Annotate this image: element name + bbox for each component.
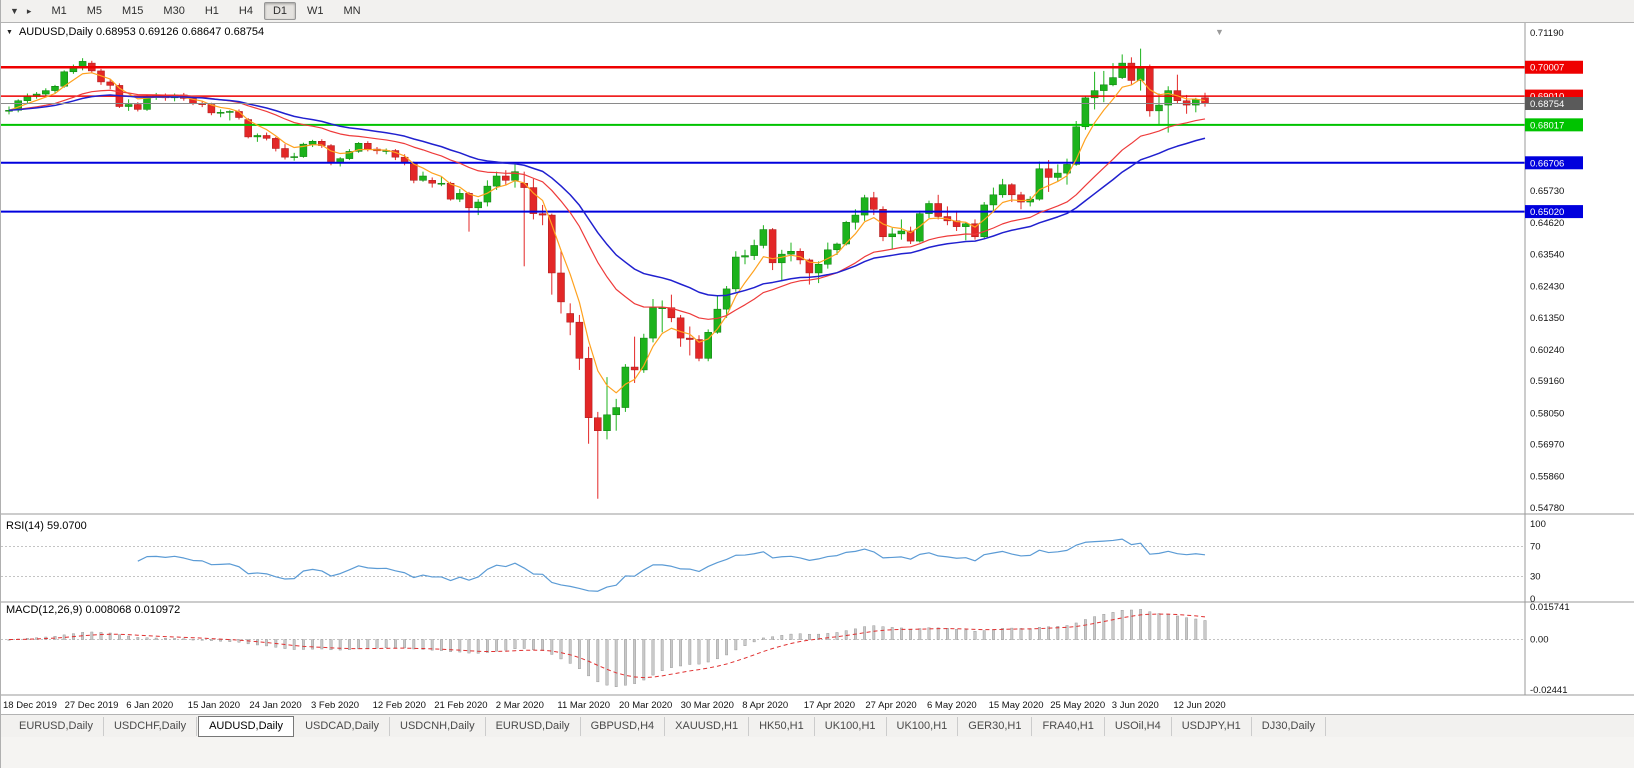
timeframe-toolbar: ▼ ▸ M1 M5 M15 M30 H1 H4 D1 W1 MN (1, 0, 1634, 23)
chart-tab-usdchf-daily[interactable]: USDCHF,Daily (104, 716, 198, 736)
timeframe-buttons: M1 M5 M15 M30 H1 H4 D1 W1 MN (41, 2, 370, 20)
chart-forward-icon[interactable]: ▸ (26, 5, 32, 16)
chart-menu-icon[interactable]: ▼ (10, 6, 19, 16)
chart-tab-hk50-h1[interactable]: HK50,H1 (749, 716, 815, 736)
svg-text:18 Dec 2019: 18 Dec 2019 (3, 700, 57, 711)
svg-text:21 Feb 2020: 21 Feb 2020 (434, 700, 487, 711)
svg-text:6 Jan 2020: 6 Jan 2020 (126, 700, 173, 711)
svg-text:0.68754: 0.68754 (1530, 99, 1564, 110)
svg-text:0.66706: 0.66706 (1530, 158, 1564, 169)
svg-text:70: 70 (1530, 542, 1541, 553)
timeframe-button-mn[interactable]: MN (343, 5, 361, 17)
svg-text:0.56970: 0.56970 (1530, 440, 1564, 451)
svg-text:0.60240: 0.60240 (1530, 345, 1564, 356)
chart-panel[interactable]: 0.71190 0.65730 0.64620 0.63540 0.62430 0.613… (1, 23, 1634, 714)
svg-text:0.54780: 0.54780 (1530, 503, 1564, 514)
svg-text:0.61350: 0.61350 (1530, 313, 1564, 324)
svg-text:2 Mar 2020: 2 Mar 2020 (496, 700, 544, 711)
svg-text:12 Jun 2020: 12 Jun 2020 (1173, 700, 1225, 711)
svg-text:15 Jan 2020: 15 Jan 2020 (188, 700, 240, 711)
chart-tab-audusd-daily[interactable]: AUDUSD,Daily (198, 715, 295, 737)
timeframe-button-h4[interactable]: H4 (238, 5, 253, 17)
svg-text:0.015741: 0.015741 (1530, 602, 1570, 613)
svg-text:3 Jun 2020: 3 Jun 2020 (1112, 700, 1159, 711)
svg-text:0.68017: 0.68017 (1530, 120, 1564, 131)
svg-text:3 Feb 2020: 3 Feb 2020 (311, 700, 359, 711)
chart-tab-usdcnh-daily[interactable]: USDCNH,Daily (390, 716, 486, 736)
svg-text:24 Jan 2020: 24 Jan 2020 (249, 700, 301, 711)
svg-text:30 Mar 2020: 30 Mar 2020 (681, 700, 734, 711)
chart-tab-eurusd-daily[interactable]: EURUSD,Daily (9, 716, 104, 736)
chart-tab-xauusd-h1[interactable]: XAUUSD,H1 (665, 716, 750, 736)
svg-text:0.64620: 0.64620 (1530, 218, 1564, 229)
svg-text:20 Mar 2020: 20 Mar 2020 (619, 700, 672, 711)
svg-text:27 Dec 2019: 27 Dec 2019 (65, 700, 119, 711)
svg-text:100: 100 (1530, 519, 1546, 530)
timeframe-button-w1[interactable]: W1 (307, 5, 324, 17)
chart-tab-ger30-h1[interactable]: GER30,H1 (958, 716, 1033, 736)
timeframe-button-d1[interactable]: D1 (263, 2, 297, 20)
chart-tabs-bar: EURUSD,Daily USDCHF,Daily AUDUSD,Daily USDC… (1, 714, 1634, 737)
chart-tab-usdjpy-h1[interactable]: USDJPY,H1 (1172, 716, 1252, 736)
chart-tab-usdcad-daily[interactable]: USDCAD,Daily (295, 716, 391, 736)
timeframe-button-h1[interactable]: H1 (204, 5, 219, 17)
svg-text:0.65020: 0.65020 (1530, 207, 1564, 218)
svg-text:8 Apr 2020: 8 Apr 2020 (742, 700, 788, 711)
svg-text:0.65730: 0.65730 (1530, 186, 1564, 197)
svg-text:0.00: 0.00 (1530, 635, 1549, 646)
chart-tab-dj30-daily[interactable]: DJ30,Daily (1252, 716, 1326, 736)
svg-text:17 Apr 2020: 17 Apr 2020 (804, 700, 855, 711)
chart-tab-eurusd-daily[interactable]: EURUSD,Daily (486, 716, 581, 736)
price-chart-svg[interactable]: 0.71190 0.65730 0.64620 0.63540 0.62430 0.613… (1, 23, 1634, 714)
svg-text:15 May 2020: 15 May 2020 (989, 700, 1044, 711)
svg-text:0.59160: 0.59160 (1530, 376, 1564, 387)
svg-text:0.71190: 0.71190 (1530, 28, 1564, 39)
timeframe-button-m30[interactable]: M30 (163, 5, 185, 17)
svg-text:27 Apr 2020: 27 Apr 2020 (865, 700, 916, 711)
chart-tab-uk100-h1[interactable]: UK100,H1 (887, 716, 959, 736)
collapse-icon[interactable]: ▼ (6, 28, 13, 36)
chart-shift-marker-icon[interactable]: ▼ (1215, 27, 1224, 37)
chart-tab-fra40-h1[interactable]: FRA40,H1 (1032, 716, 1105, 736)
chart-tab-gbpusd-h4[interactable]: GBPUSD,H4 (581, 716, 666, 736)
svg-text:0.63540: 0.63540 (1530, 249, 1564, 260)
svg-text:0.62430: 0.62430 (1530, 282, 1564, 293)
svg-text:30: 30 (1530, 572, 1541, 583)
svg-text:25 May 2020: 25 May 2020 (1050, 700, 1105, 711)
svg-text:0.55860: 0.55860 (1530, 472, 1564, 483)
timeframe-button-m5[interactable]: M5 (86, 5, 103, 17)
bottom-strip (1, 737, 1634, 768)
chart-tab-usoil-h4[interactable]: USOil,H4 (1105, 716, 1172, 736)
svg-text:0.58050: 0.58050 (1530, 408, 1564, 419)
svg-text:11 Mar 2020: 11 Mar 2020 (557, 700, 610, 711)
timeframe-button-m15[interactable]: M15 (122, 5, 144, 17)
svg-text:12 Feb 2020: 12 Feb 2020 (373, 700, 426, 711)
chart-tab-uk100-h1[interactable]: UK100,H1 (815, 716, 887, 736)
svg-text:6 May 2020: 6 May 2020 (927, 700, 977, 711)
svg-text:-0.02441: -0.02441 (1530, 685, 1568, 696)
svg-text:0.70007: 0.70007 (1530, 63, 1564, 74)
timeframe-button-m1[interactable]: M1 (51, 5, 67, 17)
svg-text:0: 0 (1530, 594, 1535, 605)
